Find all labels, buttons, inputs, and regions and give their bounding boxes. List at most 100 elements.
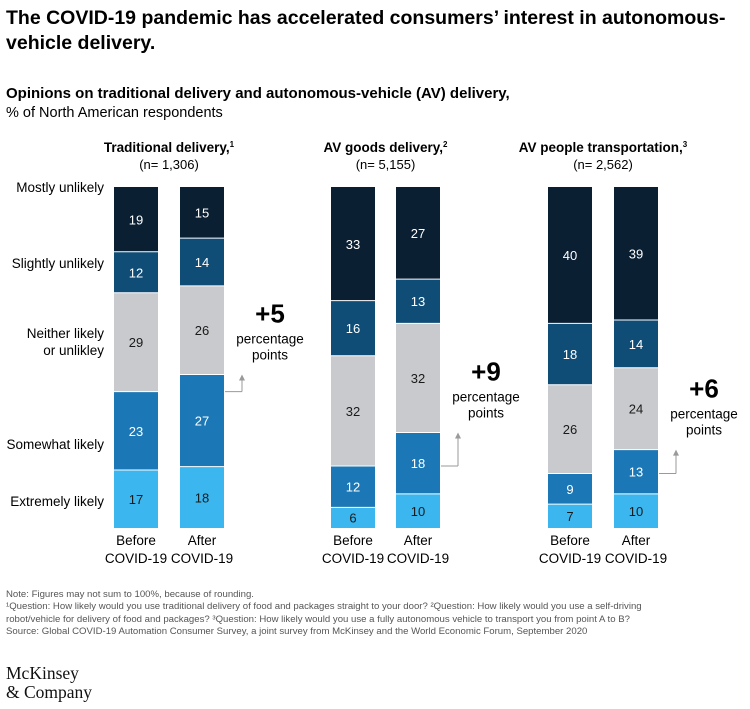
rating-label: or unlikley	[43, 343, 104, 358]
logo-line-2: & Company	[6, 682, 93, 702]
data-label: 29	[129, 335, 143, 350]
category-label: COVID-19	[605, 551, 667, 566]
panel-sample-size: (n= 2,562)	[573, 157, 633, 172]
data-label: 13	[629, 465, 643, 480]
bar-segment-neither	[331, 355, 375, 466]
bar-segment-mostly-unlikely	[331, 187, 375, 301]
category-label: COVID-19	[171, 551, 233, 566]
bar-segment-extremely-likely	[396, 493, 440, 528]
bar-segment-extremely-likely	[114, 470, 158, 528]
bar-segment-mostly-unlikely	[614, 187, 658, 320]
data-label: 32	[411, 371, 425, 386]
bar-segment-somewhat-likely	[548, 473, 592, 505]
change-arrow-icon	[239, 374, 245, 381]
chart-subtitle: Opinions on traditional delivery and aut…	[6, 85, 510, 102]
data-label: 33	[346, 237, 360, 252]
change-unit: percentage	[236, 332, 304, 347]
mckinsey-logo: McKinsey & Company	[6, 664, 92, 702]
data-label: 26	[563, 422, 577, 437]
bar-segment-slightly-unlikely	[114, 251, 158, 293]
bar-segment-mostly-unlikely	[180, 187, 224, 239]
bar-segment-extremely-likely	[548, 504, 592, 528]
data-label: 12	[346, 480, 360, 495]
chart-unit: % of North American respondents	[6, 105, 223, 121]
change-unit: points	[468, 406, 504, 421]
panel-footnote-mark: 2	[443, 140, 448, 149]
data-label: 9	[566, 482, 573, 497]
bar-segment-slightly-unlikely	[396, 279, 440, 324]
data-label: 27	[195, 414, 209, 429]
panel-footnote-mark: 3	[683, 140, 688, 149]
footnote-source: Source: Global COVID-19 Automation Consu…	[6, 626, 588, 638]
data-label: 13	[411, 294, 425, 309]
panel-sample-size: (n= 5,155)	[356, 157, 416, 172]
panel-footnote-mark: 1	[230, 140, 235, 149]
footnote-question-1: ¹Question: How likely would you use trad…	[6, 601, 642, 613]
change-arrow-icon	[673, 449, 679, 456]
rating-label: Mostly unlikely	[16, 180, 104, 195]
category-label: COVID-19	[387, 551, 449, 566]
bar-segment-mostly-unlikely	[114, 187, 158, 252]
bar-segment-slightly-unlikely	[331, 300, 375, 356]
data-label: 23	[129, 424, 143, 439]
data-label: 27	[411, 226, 425, 241]
panel-title: AV people transportation,3	[519, 140, 688, 155]
category-label: Before	[116, 533, 156, 548]
data-label: 40	[563, 248, 577, 263]
data-label: 39	[629, 246, 643, 261]
bar-segment-somewhat-likely	[396, 432, 440, 494]
data-label: 18	[563, 347, 577, 362]
bar-segment-mostly-unlikely	[396, 187, 440, 280]
change-unit: percentage	[452, 390, 520, 405]
bar-segment-extremely-likely	[614, 493, 658, 528]
bar-segment-somewhat-likely	[614, 449, 658, 494]
panel-title: AV goods delivery,2	[324, 140, 449, 155]
category-label: After	[188, 533, 217, 548]
data-label: 14	[195, 255, 209, 270]
bar-segment-slightly-unlikely	[614, 319, 658, 368]
rating-label: Slightly unlikely	[12, 256, 105, 271]
bar-segment-neither	[614, 367, 658, 450]
bar-segment-extremely-likely	[180, 466, 224, 528]
category-label: COVID-19	[539, 551, 601, 566]
change-unit: percentage	[670, 407, 738, 422]
bar-segment-somewhat-likely	[180, 374, 224, 467]
data-label: 10	[629, 504, 643, 519]
change-unit: points	[686, 423, 722, 438]
panel-title: Traditional delivery,1	[104, 140, 235, 155]
data-label: 6	[349, 511, 356, 526]
data-label: 14	[629, 337, 643, 352]
logo-line-1: McKinsey	[6, 663, 79, 683]
category-label: COVID-19	[322, 551, 384, 566]
rating-label: Somewhat likely	[6, 437, 104, 452]
bar-segment-somewhat-likely	[331, 466, 375, 508]
rating-label: Extremely likely	[10, 494, 104, 509]
data-label: 18	[195, 490, 209, 505]
bar-segment-mostly-unlikely	[548, 187, 592, 324]
data-label: 24	[629, 402, 643, 417]
stacked-bar-chart: Extremely likely Somewhat likely Neither l…	[6, 140, 738, 566]
data-label: 15	[195, 206, 209, 221]
category-label: COVID-19	[105, 551, 167, 566]
change-arrow-icon	[455, 432, 461, 439]
rating-label: Neither likely	[27, 326, 105, 341]
category-label: After	[622, 533, 651, 548]
category-label: Before	[550, 533, 590, 548]
change-value: +6	[689, 374, 719, 404]
data-label: 26	[195, 323, 209, 338]
bar-segment-slightly-unlikely	[548, 323, 592, 385]
change-value: +9	[471, 357, 501, 387]
data-label: 18	[411, 456, 425, 471]
bar-segment-neither	[114, 292, 158, 392]
category-label: After	[404, 533, 433, 548]
bar-segment-somewhat-likely	[114, 391, 158, 471]
data-label: 19	[129, 212, 143, 227]
footnotes: Note: Figures may not sum to 100%, becau…	[6, 589, 744, 639]
category-label: Before	[333, 533, 373, 548]
data-label: 12	[129, 265, 143, 280]
bar-segment-extremely-likely	[331, 507, 375, 528]
change-unit: points	[252, 348, 288, 363]
change-value: +5	[255, 299, 285, 329]
data-label: 16	[346, 321, 360, 336]
data-label: 17	[129, 492, 143, 507]
